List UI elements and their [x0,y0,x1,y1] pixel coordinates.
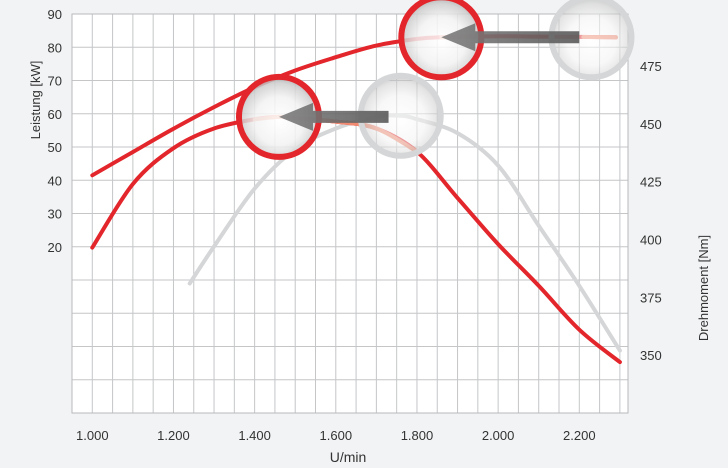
shift-arrow [441,23,580,52]
y-left-tick-label: 60 [48,107,62,122]
y-left-tick-label: 50 [48,140,62,155]
y-left-tick-label: 30 [48,207,62,222]
x-tick-label: 1.400 [238,428,271,443]
y-left-tick-label: 80 [48,40,62,55]
y-left-tick-label: 70 [48,74,62,89]
shift-arrow [278,102,389,131]
x-tick-label: 2.000 [482,428,515,443]
annotation-layer [235,0,635,160]
y-left-tick-label: 40 [48,173,62,188]
y-right-tick-label: 400 [640,233,662,248]
x-tick-label: 1.000 [76,428,109,443]
y-axis-right-label: Drehmoment [Nm] [696,235,711,341]
y-right-tick-label: 350 [640,348,662,363]
x-tick-label: 1.800 [401,428,434,443]
x-tick-label: 2.200 [563,428,596,443]
grid [71,13,629,414]
y-right-tick-label: 450 [640,117,662,132]
label-layer: U/min Leistung [kW] Drehmoment [Nm] 1.00… [28,7,711,465]
x-tick-label: 1.600 [320,428,353,443]
y-right-tick-label: 425 [640,175,662,190]
plot-border [71,13,629,414]
y-left-tick-label: 20 [48,240,62,255]
x-tick-label: 1.200 [157,428,190,443]
y-axis-left-label: Leistung [kW] [28,61,43,140]
y-right-tick-label: 375 [640,290,662,305]
x-axis-label: U/min [330,449,367,465]
y-right-tick-label: 475 [640,59,662,74]
y-left-tick-label: 90 [48,7,62,22]
